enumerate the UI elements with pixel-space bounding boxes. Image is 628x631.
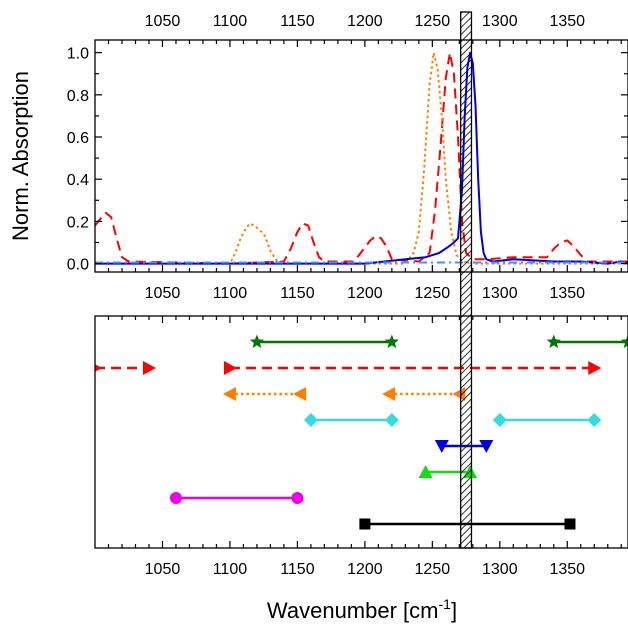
range-panel: 1050 1100 1150 1200 1250 1300 1350 xyxy=(94,315,628,578)
range-x-tick-label: 1200 xyxy=(347,561,383,578)
spectrum-x-tick-label: 1100 xyxy=(213,285,248,302)
spectrum-series-1 xyxy=(95,51,628,265)
range-marker-end-2-0 xyxy=(293,387,307,401)
range-marker-start-0-1 xyxy=(546,334,561,349)
range-marker-start-3-1 xyxy=(492,413,507,427)
spectrum-series-0 xyxy=(95,51,628,265)
range-marker-end-0-1 xyxy=(620,334,628,349)
range-marker-end-3-1 xyxy=(587,413,602,427)
highlight-band xyxy=(460,11,473,549)
spectrum-x-tick-label: 1050 xyxy=(145,285,181,302)
spectrum-y-tick-label: 0.6 xyxy=(67,130,89,147)
range-marker-end-1-0 xyxy=(142,361,156,375)
spectrum-x-tick-label: 1150 xyxy=(280,285,315,302)
range-marker-start-2-0 xyxy=(222,387,236,401)
x-axis-title-main: Wavenumber [cm xyxy=(267,598,439,623)
x-axis-title: Wavenumber [cm-1] xyxy=(267,596,457,623)
range-x-tick-label: 1100 xyxy=(213,561,248,578)
spectrum-x-tick-label: 1200 xyxy=(347,285,383,302)
spectrum-x-tick-label-top: 1350 xyxy=(549,13,585,30)
range-marker-end-6-0 xyxy=(291,492,304,504)
spectrum-series-2 xyxy=(95,51,628,265)
range-marker-end-7-0 xyxy=(564,518,576,530)
spectrum-panel: 1050 1050 1100 1100 1150 1150 1200 1200 1250 1250… xyxy=(67,13,628,302)
range-marker-start-1-1 xyxy=(223,361,237,375)
spectrum-x-tick-label: 1300 xyxy=(482,285,518,302)
range-marker-end-3-0 xyxy=(384,413,399,427)
range-x-tick-label: 1150 xyxy=(280,561,315,578)
spectrum-x-tick-label-top: 1250 xyxy=(415,13,451,30)
range-x-tick-label: 1050 xyxy=(145,561,181,578)
spectrum-y-tick-label: 0.8 xyxy=(67,88,89,105)
range-marker-end-4-0 xyxy=(479,440,494,453)
y-axis-title: Norm. Absorption xyxy=(8,71,33,241)
range-marker-start-3-0 xyxy=(303,413,318,427)
x-axis-title-end: ] xyxy=(451,598,457,623)
spectrum-plot-frame xyxy=(94,39,628,273)
range-plot-frame xyxy=(94,315,628,549)
spectrum-x-tick-label-top: 1150 xyxy=(280,13,315,30)
range-marker-start-7-0 xyxy=(359,518,371,530)
range-x-tick-label: 1250 xyxy=(415,561,451,578)
spectrum-x-tick-label-top: 1050 xyxy=(145,13,181,30)
spectrum-x-tick-label-top: 1100 xyxy=(213,13,248,30)
range-marker-end-0-0 xyxy=(384,334,399,349)
spectrum-y-tick-label: 0.0 xyxy=(67,257,89,274)
spectrum-y-tick-label: 1.0 xyxy=(67,46,89,63)
range-marker-start-6-0 xyxy=(169,492,182,504)
x-axis-title-sup: -1 xyxy=(439,596,452,612)
range-x-tick-label: 1350 xyxy=(549,561,585,578)
spectrum-y-tick-label: 0.2 xyxy=(67,214,89,231)
range-marker-start-1-0 xyxy=(95,364,102,372)
spectrum-x-tick-label: 1250 xyxy=(415,285,451,302)
range-marker-start-5-0 xyxy=(418,465,433,478)
range-marker-start-4-0 xyxy=(434,440,449,453)
range-marker-start-2-1 xyxy=(382,387,396,401)
range-marker-end-1-1 xyxy=(588,361,602,375)
spectrum-x-tick-label-top: 1300 xyxy=(482,13,518,30)
range-marker-start-0-0 xyxy=(249,334,265,349)
range-x-tick-label: 1300 xyxy=(482,561,518,578)
spectrum-x-tick-label-top: 1200 xyxy=(347,13,383,30)
spectrum-y-tick-label: 0.4 xyxy=(67,172,89,189)
spectrum-x-tick-label: 1350 xyxy=(549,285,585,302)
